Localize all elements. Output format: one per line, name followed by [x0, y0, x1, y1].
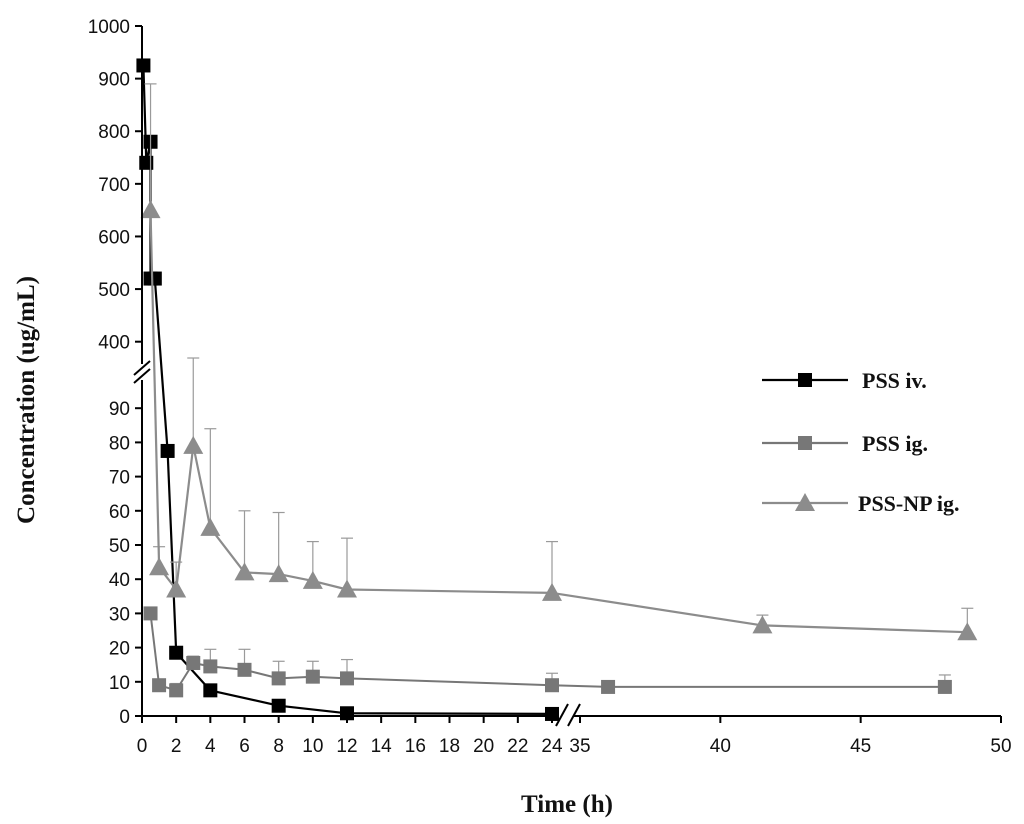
x-tick-label: 10	[302, 736, 323, 757]
x-tick-label: 22	[507, 736, 528, 757]
legend-entry: PSS iv.	[762, 368, 927, 393]
data-point	[152, 678, 167, 693]
data-point	[937, 679, 952, 694]
data-point	[337, 579, 357, 598]
y-tick-label: 90	[109, 399, 130, 420]
x-tick-label: 6	[239, 736, 250, 757]
legend-label: PSS ig.	[862, 431, 928, 456]
data-point	[169, 683, 184, 698]
data-point	[302, 570, 323, 589]
x-tick-label: 4	[205, 736, 216, 757]
x-axis-break-mark	[555, 703, 569, 727]
x-tick-label: 24	[541, 736, 563, 757]
x-tick-label: 14	[371, 736, 393, 757]
x-tick-label: 45	[850, 736, 871, 757]
data-point	[957, 622, 978, 641]
y-tick-label: 10	[109, 673, 130, 694]
plot-area	[136, 58, 978, 721]
data-point	[203, 659, 218, 674]
y-tick-label: 50	[109, 536, 130, 557]
y-tick-label: 60	[109, 502, 130, 523]
y-tick-label: 20	[109, 639, 130, 660]
data-point	[136, 58, 151, 73]
data-point	[140, 200, 161, 219]
data-point	[305, 669, 320, 684]
y-axis-break-mark	[133, 360, 151, 376]
data-point	[268, 564, 289, 583]
data-point	[183, 435, 204, 454]
data-point	[200, 517, 221, 536]
data-point	[143, 606, 158, 621]
y-tick-label: 1000	[88, 17, 130, 38]
y-tick-label: 600	[98, 227, 130, 248]
y-tick-label: 80	[109, 433, 130, 454]
data-point	[752, 615, 773, 634]
data-point	[271, 671, 286, 686]
y-tick-label: 40	[109, 570, 130, 591]
legend-entry: PSS ig.	[762, 431, 928, 456]
x-tick-label: 20	[473, 736, 494, 757]
data-point	[160, 443, 175, 458]
series-pss-np-ig	[140, 83, 978, 641]
legend-marker	[798, 373, 812, 387]
y-tick-label: 900	[98, 70, 130, 91]
x-tick-label: 50	[990, 736, 1011, 757]
y-tick-label: 500	[98, 280, 130, 301]
y-tick-label: 0	[119, 707, 130, 728]
data-point	[234, 562, 255, 581]
x-tick-label: 12	[336, 736, 357, 757]
data-point	[237, 662, 252, 677]
data-point	[203, 683, 218, 698]
legend-marker	[795, 493, 815, 511]
series-pss-ig	[143, 606, 952, 698]
data-point	[166, 579, 187, 598]
legend-label: PSS-NP ig.	[858, 491, 959, 516]
data-point	[149, 557, 170, 576]
axes: 0 2 4 6 8 10 12 14 16 18 20 22 24 35 40 45 5001020304050…	[88, 17, 1012, 757]
y-tick-label: 700	[98, 175, 130, 196]
data-point	[169, 645, 184, 660]
data-point	[601, 679, 616, 694]
data-point	[340, 671, 354, 686]
data-point	[147, 271, 162, 286]
x-tick-label: 35	[569, 736, 590, 757]
y-axis-break-mark	[133, 368, 151, 384]
x-axis-title: Time (h)	[521, 791, 613, 818]
x-axis-break-mark	[567, 703, 581, 727]
data-point	[545, 706, 559, 721]
x-tick-label: 2	[171, 736, 182, 757]
data-point	[271, 698, 286, 713]
legend-entry: PSS-NP ig.	[762, 491, 959, 516]
legend: PSS iv. PSS ig. PSS-NP ig.	[762, 368, 959, 516]
series-line	[149, 210, 968, 634]
x-tick-label: 18	[439, 736, 460, 757]
data-point	[542, 582, 562, 601]
y-tick-label: 30	[109, 604, 130, 625]
y-tick-label: 800	[98, 122, 130, 143]
legend-label: PSS iv.	[862, 368, 927, 393]
legend-marker	[798, 436, 812, 450]
y-tick-label: 400	[98, 333, 130, 354]
series-line	[142, 65, 553, 716]
data-point	[186, 655, 201, 670]
x-tick-label: 8	[273, 736, 284, 757]
x-tick-label: 16	[405, 736, 426, 757]
series-pss-iv	[136, 58, 559, 721]
x-tick-label: 40	[710, 736, 731, 757]
x-tick-label: 0	[137, 736, 148, 757]
y-axis-title: Concentration (ug/mL)	[13, 276, 40, 524]
data-point	[545, 678, 559, 693]
y-tick-label: 70	[109, 468, 130, 489]
